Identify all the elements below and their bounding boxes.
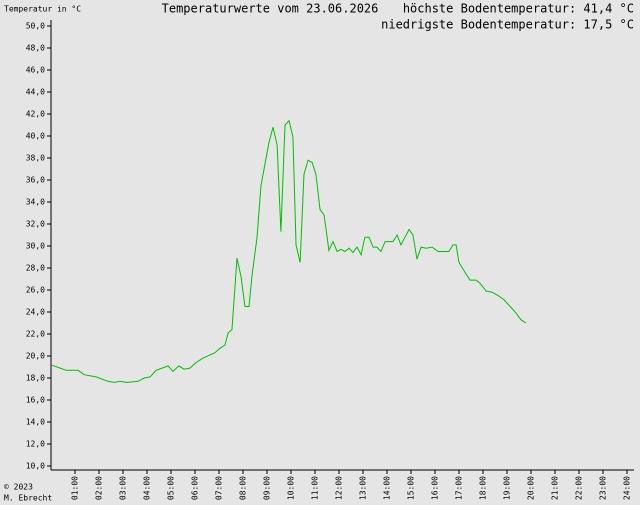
x-tick-label: 06:00 [191, 476, 200, 500]
y-tick-label: 10,0 [26, 462, 45, 471]
y-tick-label: 26,0 [26, 286, 45, 295]
x-tick-label: 08:00 [239, 476, 248, 500]
footer: © 2023 [4, 483, 33, 492]
annotation: höchste Bodentemperatur: 41,4 °C [403, 2, 634, 16]
y-tick-label: 22,0 [26, 330, 45, 339]
x-tick-label: 18:00 [479, 476, 488, 500]
x-tick-label: 02:00 [95, 476, 104, 500]
y-tick-label: 12,0 [26, 440, 45, 449]
x-tick-label: 07:00 [215, 476, 224, 500]
x-tick-label: 15:00 [407, 476, 416, 500]
chart-title: Temperaturwerte vom 23.06.2026 [162, 2, 379, 16]
y-tick-label: 28,0 [26, 264, 45, 273]
y-tick-label: 36,0 [26, 176, 45, 185]
x-tick-label: 11:00 [311, 476, 320, 500]
y-tick-label: 38,0 [26, 154, 45, 163]
x-tick-label: 04:00 [143, 476, 152, 500]
x-tick-label: 24:00 [623, 476, 632, 500]
x-tick-label: 10:00 [287, 476, 296, 500]
y-tick-label: 42,0 [26, 110, 45, 119]
x-tick-label: 01:00 [71, 476, 80, 500]
y-axis-label: Temperatur in °C [4, 5, 81, 14]
y-tick-label: 14,0 [26, 418, 45, 427]
y-tick-label: 20,0 [26, 352, 45, 361]
y-tick-label: 34,0 [26, 198, 45, 207]
annotation: niedrigste Bodentemperatur: 17,5 °C [381, 18, 634, 32]
x-tick-label: 09:00 [263, 476, 272, 500]
x-tick-label: 20:00 [527, 476, 536, 500]
x-tick-label: 23:00 [599, 476, 608, 500]
y-tick-label: 18,0 [26, 374, 45, 383]
x-tick-label: 13:00 [359, 476, 368, 500]
y-tick-label: 32,0 [26, 220, 45, 229]
y-tick-label: 30,0 [26, 242, 45, 251]
x-tick-label: 22:00 [575, 476, 584, 500]
y-tick-label: 50,0 [26, 22, 45, 31]
temperature-line [50, 119, 527, 383]
x-tick-label: 14:00 [383, 476, 392, 500]
y-tick-label: 46,0 [26, 66, 45, 75]
y-tick-label: 44,0 [26, 88, 45, 97]
x-tick-label: 12:00 [335, 476, 344, 500]
x-tick-label: 03:00 [119, 476, 128, 500]
x-tick-label: 16:00 [431, 476, 440, 500]
x-tick-label: 19:00 [503, 476, 512, 500]
footer: M. Ebrecht [4, 494, 52, 503]
y-tick-label: 16,0 [26, 396, 45, 405]
y-tick-label: 40,0 [26, 132, 45, 141]
x-tick-label: 17:00 [455, 476, 464, 500]
y-tick-label: 24,0 [26, 308, 45, 317]
x-tick-label: 21:00 [551, 476, 560, 500]
y-tick-label: 48,0 [26, 44, 45, 53]
x-tick-label: 05:00 [167, 476, 176, 500]
